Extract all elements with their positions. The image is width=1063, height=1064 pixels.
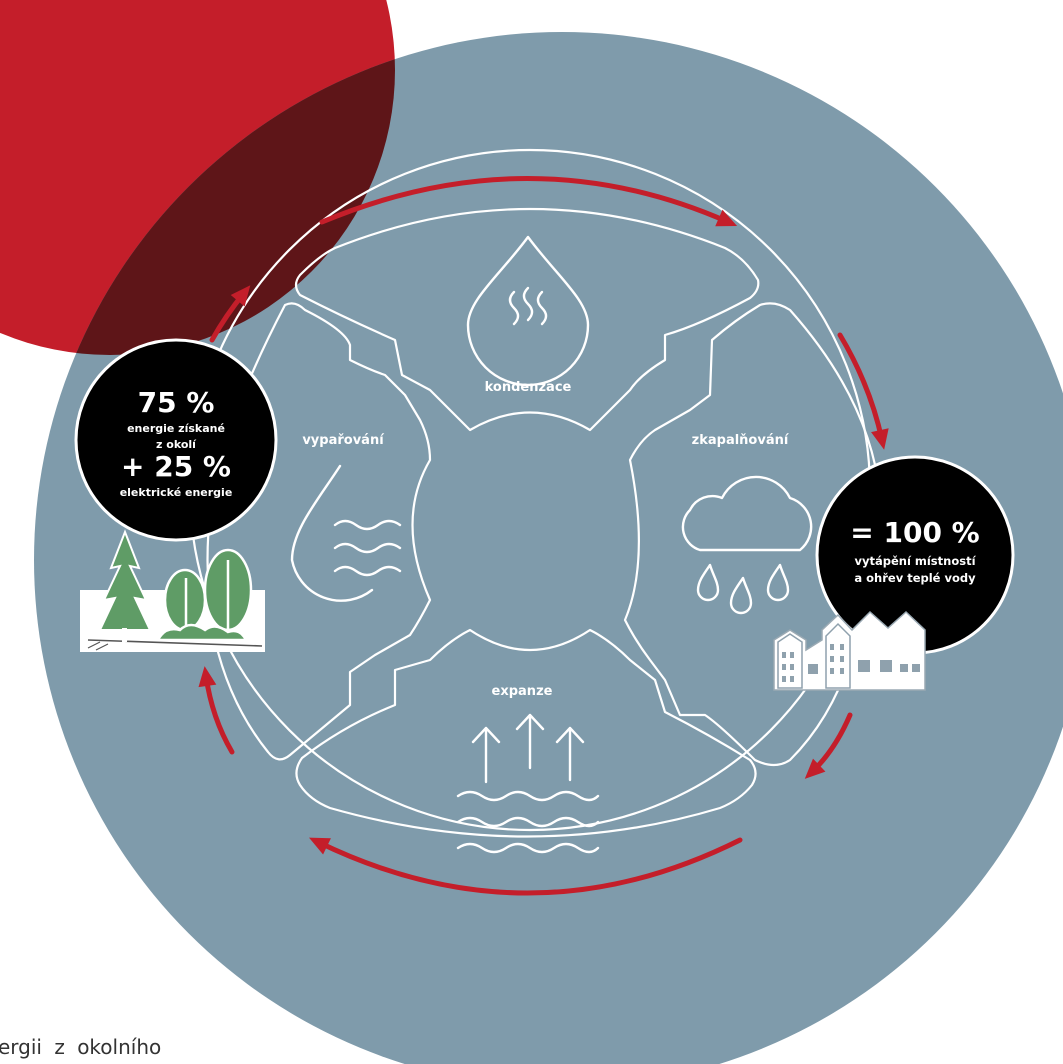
arrow-right-upper <box>837 332 889 450</box>
arrow-left-lower <box>198 666 235 755</box>
stage-label-zkapalnovani: zkapalňování <box>692 433 790 448</box>
left-badge-line3: z okolí <box>156 438 197 451</box>
left-badge-line4: + 25 % <box>121 450 231 483</box>
rising-arrows-over-waves-icon <box>456 713 600 854</box>
stage-label-vyparovani: vypařování <box>302 433 385 448</box>
left-badge-line1: 75 % <box>138 386 215 419</box>
water-drop-with-waves-icon <box>290 464 402 602</box>
stage-label-expanze: expanze <box>492 684 553 699</box>
arrow-top <box>319 176 738 227</box>
arrow-bottom <box>309 837 743 896</box>
right-badge-line2: vytápění místností <box>854 554 976 568</box>
right-badge-line3: a ohřev teplé vody <box>854 571 976 585</box>
trees-icon <box>98 529 253 642</box>
right-badge-line1: = 100 % <box>850 516 979 549</box>
arrow-left-upper <box>209 285 251 343</box>
arrow-right-lower <box>804 712 853 779</box>
puzzle-piece-zkapalnovani <box>623 302 883 767</box>
left-badge-circle <box>74 338 278 542</box>
houses-icon <box>773 610 926 691</box>
puzzle-piece-vyparovani <box>206 302 432 761</box>
stage-label-kondenzace: kondenzace <box>485 380 572 395</box>
left-badge-line5: elektrické energie <box>120 486 233 499</box>
puzzle-piece-expanze <box>295 628 757 838</box>
rain-cloud-icon <box>681 475 813 615</box>
left-badge-line2: energie získané <box>127 422 225 435</box>
puzzle-piece-kondenzace <box>294 207 760 432</box>
water-drop-with-steam-icon <box>466 235 590 387</box>
bottom-text-fragment: ergii z okolního <box>0 1035 162 1059</box>
